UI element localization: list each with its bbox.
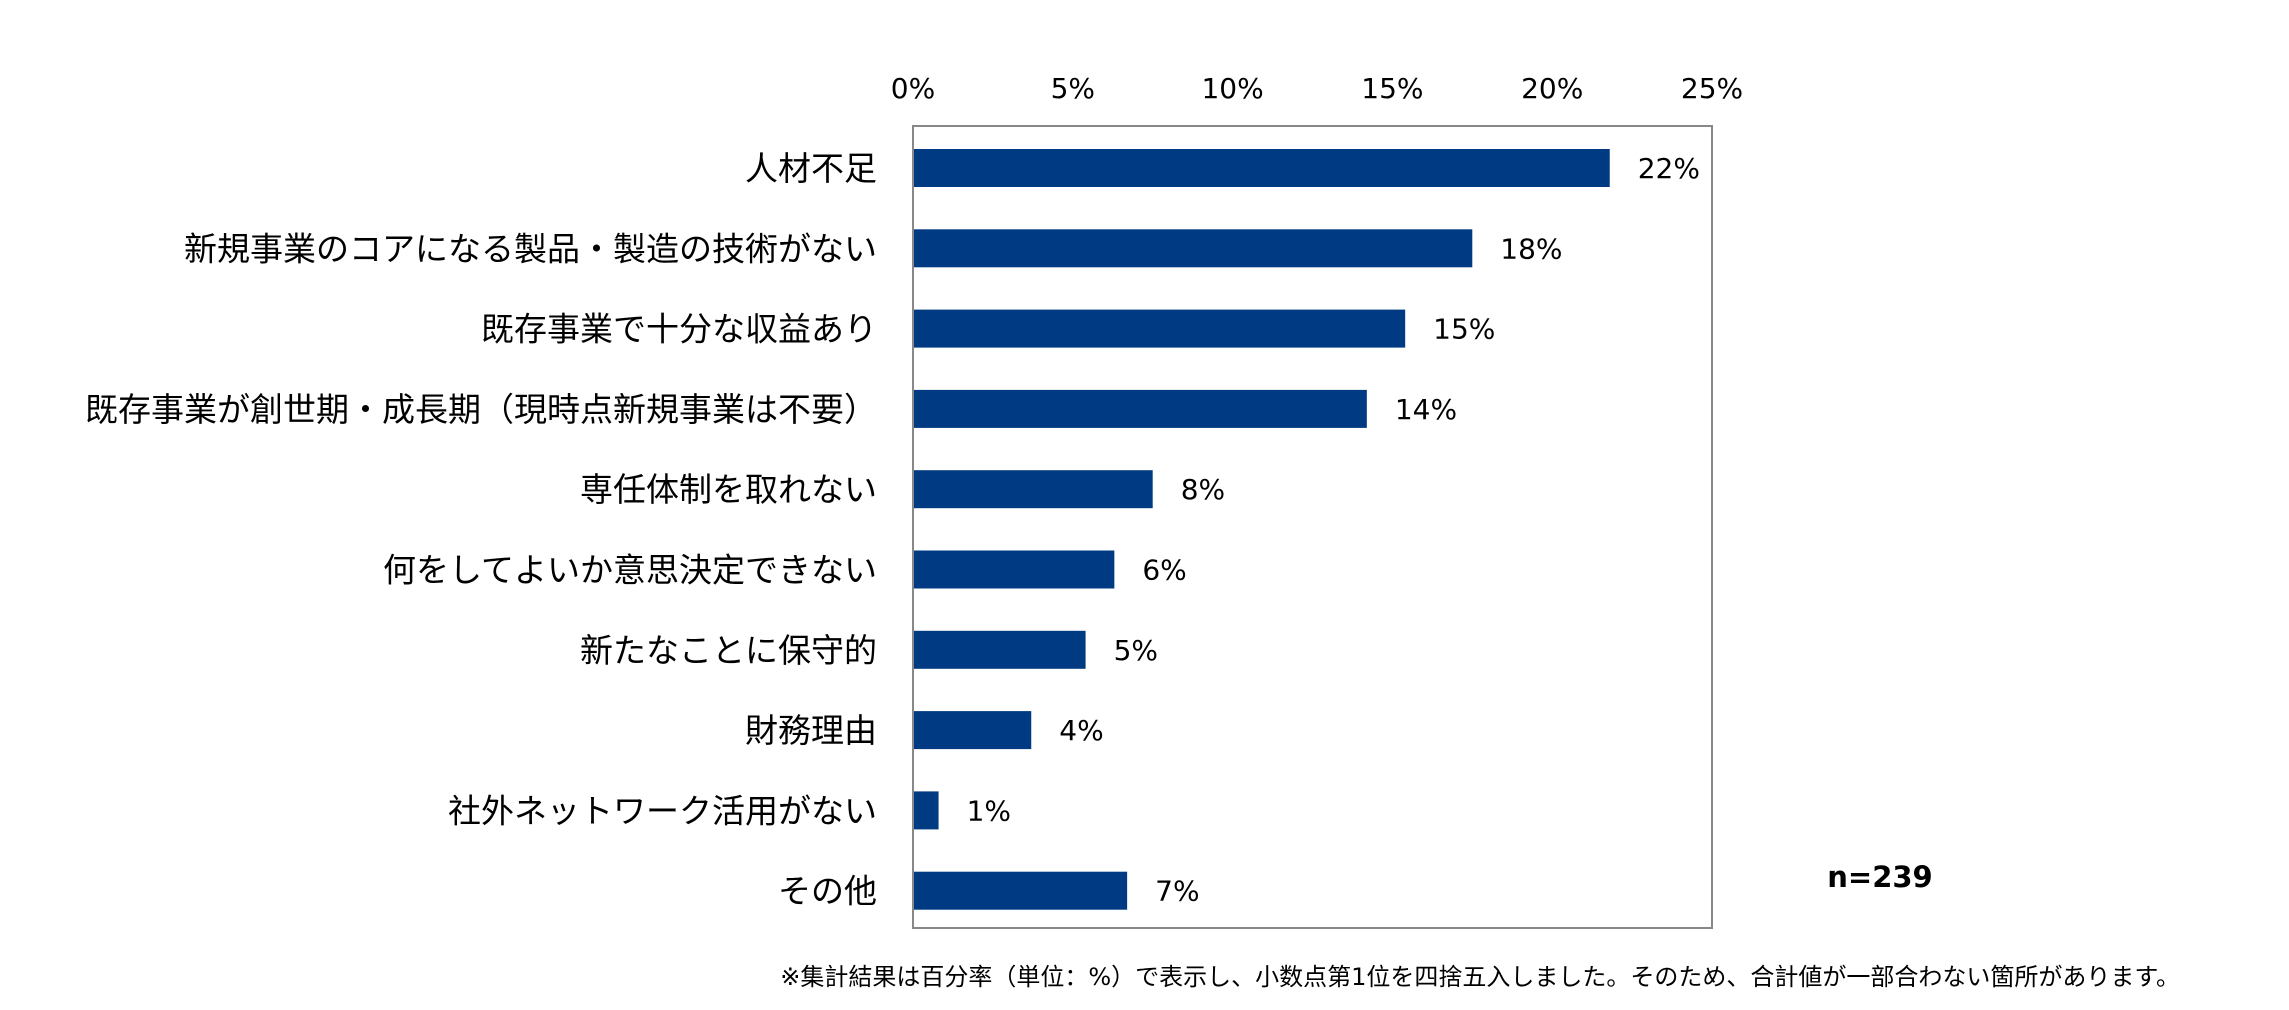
- x-tick-label: 5%: [1051, 72, 1095, 105]
- category-label: 既存事業で十分な収益あり: [481, 310, 877, 349]
- data-label: 8%: [1181, 473, 1225, 506]
- data-label: 14%: [1395, 393, 1457, 426]
- bar: [913, 229, 1473, 268]
- data-label: 22%: [1638, 152, 1700, 185]
- data-label: 15%: [1433, 313, 1495, 346]
- x-tick-label: 10%: [1201, 72, 1263, 105]
- category-label: 専任体制を取れない: [580, 470, 877, 509]
- bar: [913, 389, 1367, 428]
- category-label: 新規事業のコアになる製品・製造の技術がない: [184, 229, 877, 268]
- data-label: 4%: [1059, 714, 1103, 747]
- data-label: 1%: [967, 794, 1011, 827]
- bar: [913, 309, 1406, 348]
- bar: [913, 550, 1115, 589]
- data-labels: 22% 18% 15% 14% 8% 6% 5% 4% 1% 7%: [967, 152, 1700, 908]
- sample-size-annotation: n=239: [1827, 860, 1932, 894]
- data-label: 7%: [1155, 875, 1199, 908]
- bar-series: [913, 149, 1610, 910]
- bar: [913, 470, 1153, 509]
- x-tick-label: 15%: [1361, 72, 1423, 105]
- x-tick-label: 20%: [1521, 72, 1583, 105]
- data-label: 6%: [1142, 554, 1186, 587]
- category-label: 社外ネットワーク活用がない: [448, 791, 877, 830]
- category-label: 財務理由: [745, 711, 877, 750]
- bar: [913, 791, 939, 830]
- bar: [913, 149, 1610, 187]
- category-label: 既存事業が創世期・成長期（現時点新規事業は不要）: [85, 390, 877, 429]
- bar: [913, 871, 1128, 910]
- bar: [913, 630, 1086, 669]
- x-tick-label: 0%: [891, 72, 935, 105]
- footnote: ※集計結果は百分率（単位：%）で表示し、小数点第1位を四捨五入しました。そのため…: [780, 963, 2180, 991]
- x-axis-tick-labels: 0% 5% 10% 15% 20% 25%: [891, 72, 1743, 105]
- category-label: その他: [778, 872, 877, 911]
- category-label: 新たなことに保守的: [580, 631, 877, 670]
- category-labels: 人材不足新規事業のコアになる製品・製造の技術がない既存事業で十分な収益あり既存事…: [85, 149, 877, 911]
- category-label: 人材不足: [745, 149, 877, 188]
- data-label: 18%: [1500, 232, 1562, 265]
- x-tick-label: 25%: [1681, 72, 1743, 105]
- plot-area-frame: [912, 125, 1713, 929]
- bar: [913, 711, 1032, 750]
- category-label: 何をしてよいか意思決定できない: [383, 551, 877, 590]
- data-label: 5%: [1114, 634, 1158, 667]
